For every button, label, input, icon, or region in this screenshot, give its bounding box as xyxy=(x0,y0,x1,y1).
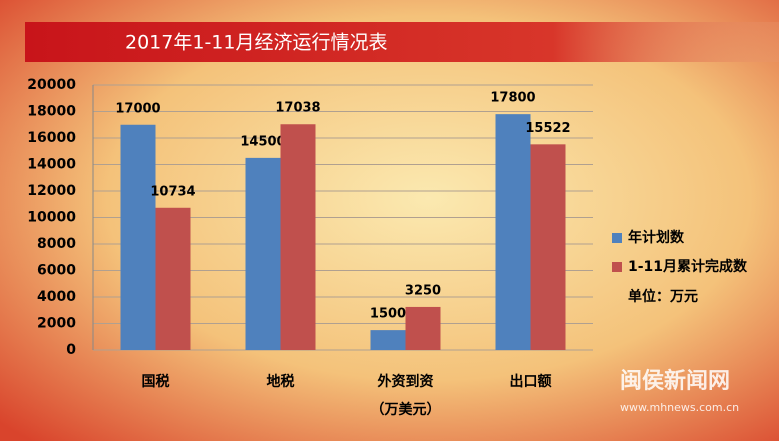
y-tick-label: 20000 xyxy=(27,77,76,93)
category-note: （万美元） xyxy=(371,401,441,418)
y-tick-label: 16000 xyxy=(27,130,76,146)
y-tick-label: 14000 xyxy=(27,157,76,173)
value-label: 14500 xyxy=(240,134,285,149)
value-label: 17800 xyxy=(490,91,535,106)
value-label: 15522 xyxy=(525,121,570,136)
unit-note: 单位：万元 xyxy=(628,288,698,305)
y-tick-label: 10000 xyxy=(27,210,76,226)
bar xyxy=(280,124,316,351)
y-tick-label: 6000 xyxy=(37,263,76,279)
chart-title: 2017年1-11月经济运行情况表 xyxy=(125,32,387,54)
legend-swatch xyxy=(612,233,622,243)
value-label: 3250 xyxy=(405,283,441,298)
bar xyxy=(530,144,566,350)
y-tick-label: 4000 xyxy=(37,289,76,305)
bar xyxy=(405,306,441,350)
x-tick-label: 外资到资 xyxy=(378,373,434,390)
value-label: 17038 xyxy=(275,101,320,116)
legend-label: 1-11月累计完成数 xyxy=(628,258,748,275)
y-tick-label: 18000 xyxy=(27,104,76,120)
x-tick-label: 出口额 xyxy=(510,373,552,390)
x-tick-label: 国税 xyxy=(142,373,170,390)
legend-label: 年计划数 xyxy=(628,229,685,246)
bar xyxy=(155,207,191,350)
y-tick-label: 12000 xyxy=(27,183,76,199)
value-label: 1500 xyxy=(370,307,406,322)
value-label: 17000 xyxy=(115,101,160,116)
y-tick-label: 0 xyxy=(66,342,76,358)
title-banner xyxy=(25,22,779,62)
legend-swatch xyxy=(612,262,622,272)
watermark-url: www.mhnews.com.cn xyxy=(620,401,739,414)
bar xyxy=(370,330,406,350)
value-label: 10734 xyxy=(150,184,195,199)
watermark: 闽侯新闻网 xyxy=(620,368,730,394)
y-tick-label: 2000 xyxy=(37,316,76,332)
bar xyxy=(245,157,281,350)
bar xyxy=(120,124,156,350)
x-tick-label: 地税 xyxy=(267,373,295,390)
y-tick-label: 8000 xyxy=(37,236,76,252)
bar xyxy=(495,114,531,351)
